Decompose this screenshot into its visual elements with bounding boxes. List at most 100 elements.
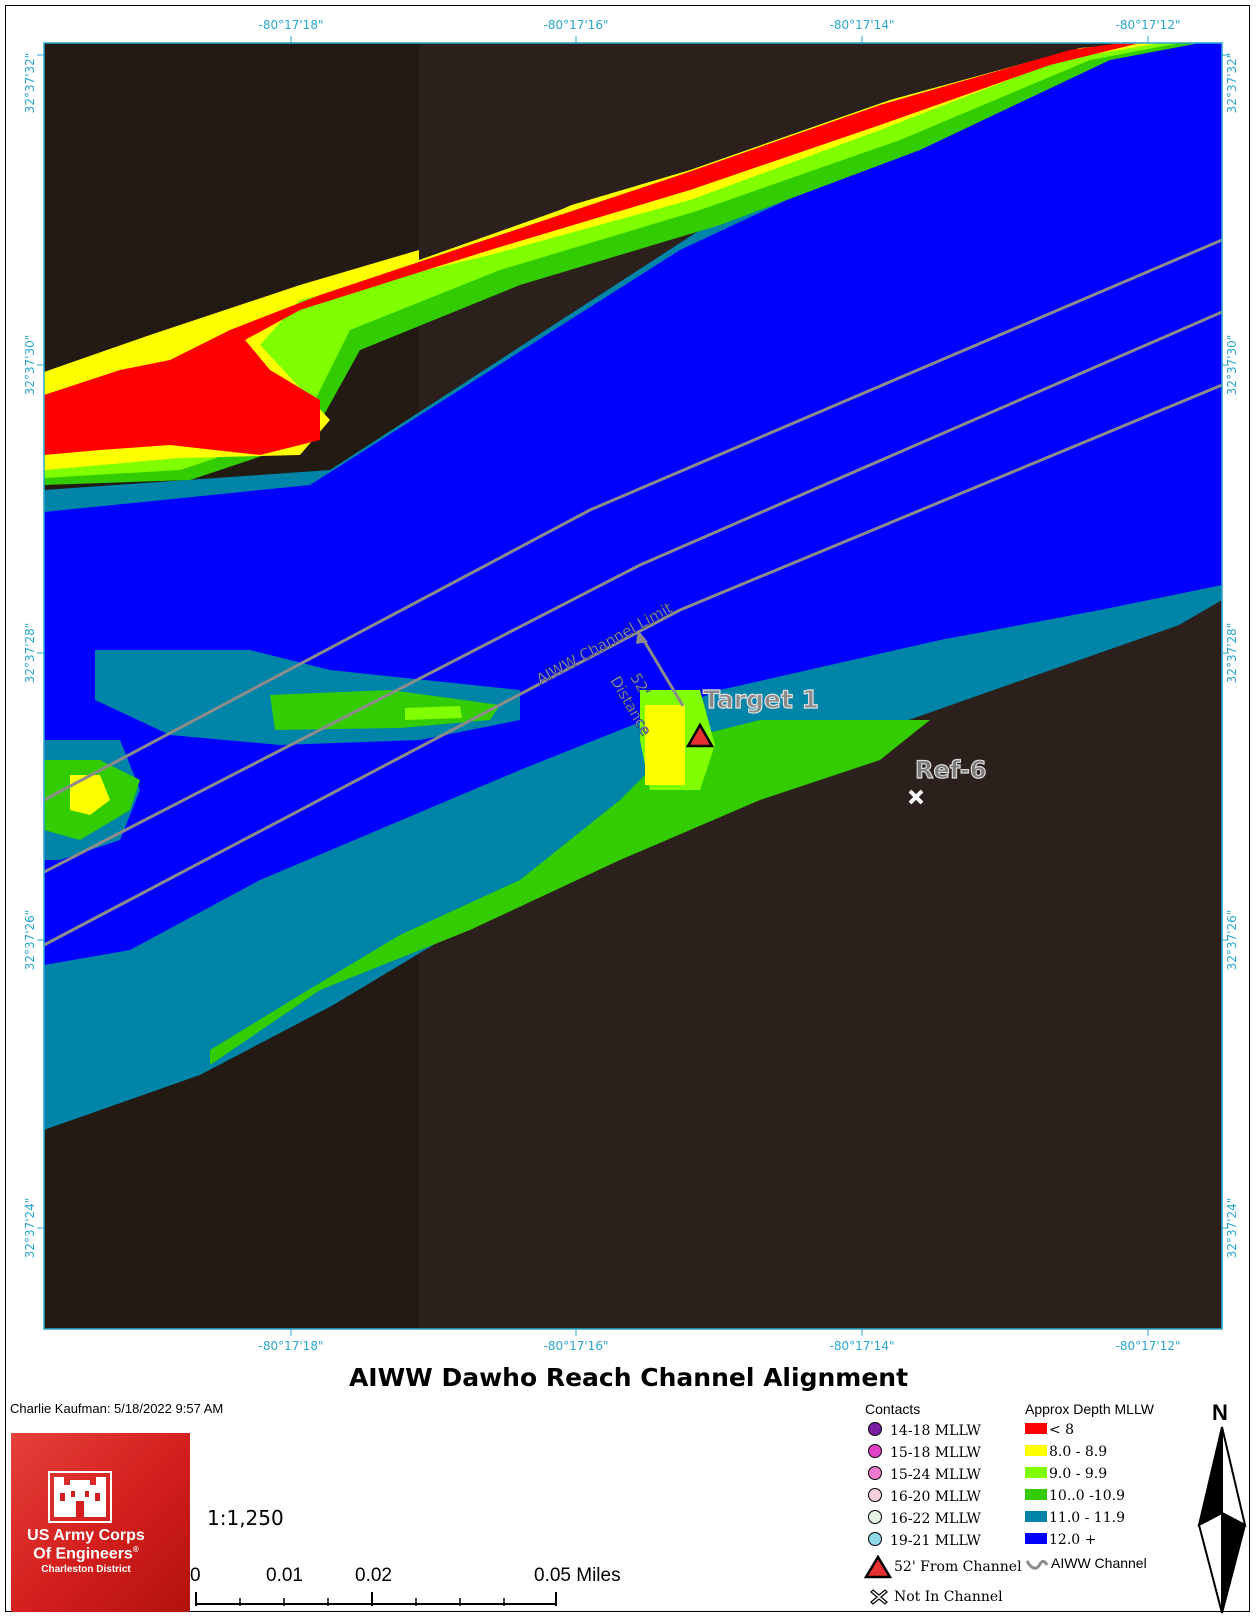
north-bank-land	[44, 43, 419, 360]
depth-zone-9-0	[44, 43, 1180, 478]
contact-swatch-icon	[868, 1488, 882, 1502]
legend-triangle-label: 52' From Channel	[894, 1559, 1022, 1575]
map-frame	[5, 5, 1250, 1612]
logo-text-line1: US Army Corps	[27, 1527, 145, 1544]
top-longitude-label: -80°17'12"	[1116, 18, 1181, 32]
left-latitude-label: 32°37'26"	[23, 910, 37, 971]
left-latitude-label: 32°37'30"	[23, 335, 37, 396]
contact-swatch-icon	[868, 1466, 882, 1480]
contact-legend-item: 16-22 MLLW	[868, 1510, 981, 1527]
scalebar-label: 0	[190, 1565, 201, 1586]
scale-ratio: 1:1,250	[207, 1506, 284, 1530]
depth-legend-label: 12.0 +	[1049, 1532, 1097, 1548]
target-marker-icon[interactable]	[685, 722, 715, 748]
legend-x-item: Not In Channel	[868, 1586, 1003, 1608]
aiww-channel-line-north	[44, 238, 1222, 802]
aiww-channel-line-center	[44, 310, 1222, 874]
shoal-peak	[645, 705, 685, 785]
contact-swatch-icon	[868, 1532, 882, 1546]
left-latitude-label: 32°37'28"	[23, 623, 37, 684]
right-latitude-label: 32°37'24"	[1225, 1198, 1239, 1259]
depth-swatch	[1025, 1445, 1047, 1456]
contact-legend-label: 19-21 MLLW	[890, 1533, 981, 1549]
depth-swatch	[1025, 1489, 1047, 1500]
west-shoal-green	[270, 690, 500, 730]
map-canvas[interactable]: AIWW Channel Limit 52' Distance Target 1…	[0, 0, 1257, 1360]
scalebar-label: 0.05 Miles	[534, 1565, 621, 1586]
contact-swatch-icon	[868, 1510, 882, 1524]
bottom-longitude-label: -80°17'16"	[544, 1339, 609, 1353]
target-label: Target 1	[703, 685, 819, 714]
depth-legend-item: 9.0 - 9.9	[1025, 1466, 1107, 1482]
castle-icon	[48, 1471, 112, 1523]
scalebar-label: 0.01	[266, 1565, 303, 1586]
depth-legend-label: < 8	[1049, 1422, 1075, 1438]
depth-swatch	[1025, 1511, 1047, 1522]
usace-logo: US Army Corps Of Engineers® Charleston D…	[11, 1433, 190, 1612]
top-longitude-label: -80°17'16"	[544, 18, 609, 32]
depth-legend-item: 10..0 -10.9	[1025, 1488, 1125, 1504]
legend-x-label: Not In Channel	[894, 1589, 1003, 1605]
logo-text-line3: Charleston District	[41, 1564, 131, 1575]
depth-swatch	[1025, 1467, 1047, 1478]
depth-legend-item: < 8	[1025, 1422, 1074, 1438]
depth-swatch	[1025, 1533, 1047, 1544]
x-marker-icon	[870, 1589, 888, 1605]
reference-label: Ref-6	[915, 756, 986, 784]
top-longitude-label: -80°17'18"	[259, 18, 324, 32]
west-shoal-lime	[405, 706, 462, 720]
contact-legend-label: 15-24 MLLW	[890, 1467, 981, 1483]
right-latitude-label: 32°37'32"	[1225, 53, 1239, 114]
west-edge-yellow	[70, 775, 110, 815]
contact-legend-item: 15-24 MLLW	[868, 1466, 981, 1483]
legend-channel-label: AIWW Channel	[1051, 1555, 1147, 1571]
distance-arrowhead	[636, 630, 648, 644]
top-longitude-label: -80°17'14"	[830, 18, 895, 32]
logo-mark: ®	[132, 1545, 139, 1554]
contact-legend-label: 16-20 MLLW	[890, 1489, 981, 1505]
left-latitude-label: 32°37'24"	[23, 1198, 37, 1259]
legend-channel-item: AIWW Channel	[1025, 1555, 1147, 1571]
logo-line2-text: Of Engineers	[33, 1545, 133, 1563]
left-latitude-label: 32°37'32"	[23, 53, 37, 114]
contact-swatch-icon	[868, 1422, 882, 1436]
contact-legend-label: 15-18 MLLW	[890, 1445, 981, 1461]
map-title: AIWW Dawho Reach Channel Alignment	[348, 1363, 909, 1392]
contact-legend-item: 19-21 MLLW	[868, 1532, 981, 1549]
depth-legend-title: Approx Depth MLLW	[1025, 1401, 1154, 1417]
graticule-ticks	[37, 36, 1229, 1336]
contact-legend-label: 14-18 MLLW	[890, 1423, 981, 1439]
contact-legend-item: 15-18 MLLW	[868, 1444, 981, 1461]
scale-bar	[195, 1592, 557, 1606]
depth-legend-label: 10..0 -10.9	[1049, 1488, 1125, 1504]
bottom-longitude-label: -80°17'14"	[830, 1339, 895, 1353]
contact-legend-item: 16-20 MLLW	[868, 1488, 981, 1505]
depth-zone-10-0-south	[210, 720, 930, 1065]
right-latitude-label: 32°37'28"	[1225, 623, 1239, 684]
contact-swatch-icon	[868, 1444, 882, 1458]
contact-legend-item: 14-18 MLLW	[868, 1422, 981, 1439]
triangle-icon	[863, 1554, 893, 1579]
channel-line-icon	[1025, 1560, 1049, 1570]
depth-legend-label: 11.0 - 11.9	[1049, 1510, 1125, 1526]
bottom-longitude-label: -80°17'12"	[1116, 1339, 1181, 1353]
legend-triangle-item: 52' From Channel	[863, 1554, 1022, 1579]
map-border	[43, 42, 1223, 1330]
contacts-legend-title: Contacts	[865, 1401, 921, 1417]
north-bank-land-east	[419, 43, 1140, 260]
right-latitude-label: 32°37'26"	[1225, 910, 1239, 971]
depth-legend-label: 8.0 - 8.9	[1049, 1444, 1108, 1460]
aiww-channel-line-south	[44, 383, 1222, 947]
depth-legend-label: 9.0 - 9.9	[1049, 1466, 1108, 1482]
scalebar-label: 0.02	[355, 1565, 392, 1586]
contact-legend-label: 16-22 MLLW	[890, 1511, 981, 1527]
author-line: Charlie Kaufman: 5/18/2022 9:57 AM	[10, 1401, 224, 1416]
depth-zone-under-8	[44, 43, 1140, 455]
south-bank-land-dark	[44, 960, 419, 1329]
depth-legend-item: 11.0 - 11.9	[1025, 1510, 1125, 1526]
depth-zone-10-0	[44, 43, 1200, 485]
north-arrow-icon	[1197, 1426, 1247, 1614]
reference-marker-icon[interactable]	[908, 789, 924, 805]
depth-legend-item: 8.0 - 8.9	[1025, 1444, 1107, 1460]
distance-arrow-line	[641, 638, 685, 707]
